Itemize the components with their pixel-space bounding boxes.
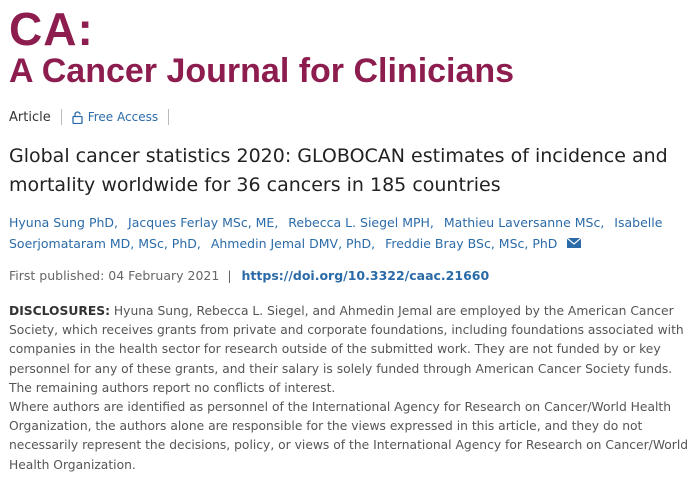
- author-link[interactable]: Ahmedin Jemal DMV, PhD,: [210, 236, 376, 251]
- lock-icon: [72, 110, 83, 124]
- journal-name: A Cancer Journal for Clinicians: [9, 52, 515, 90]
- author-link[interactable]: Hyuna Sung PhD,: [9, 215, 119, 230]
- disclosures-text: Hyuna Sung, Rebecca L. Siegel, and Ahmed…: [9, 304, 684, 395]
- publication-info: First published: 04 February 2021 | http…: [9, 268, 489, 283]
- author-link[interactable]: Rebecca L. Siegel MPH,: [288, 215, 434, 230]
- separator: |: [227, 268, 232, 283]
- disclosures-paragraph: DISCLOSURES: Hyuna Sung, Rebecca L. Sieg…: [9, 302, 697, 398]
- email-icon[interactable]: [567, 237, 582, 248]
- article-type: Article: [9, 109, 51, 125]
- author-link[interactable]: Jacques Ferlay MSc, ME,: [128, 215, 279, 230]
- disclaimer: Where authors are identified as personne…: [9, 400, 689, 472]
- article-title: Global cancer statistics 2020: GLOBOCAN …: [9, 145, 668, 196]
- author-link[interactable]: Freddie Bray BSc, MSc, PhD: [385, 236, 558, 251]
- separator: [168, 109, 170, 125]
- author-list: Hyuna Sung PhD, Jacques Ferlay MSc, ME, …: [9, 212, 694, 254]
- author-link[interactable]: Mathieu Laversanne MSc,: [443, 215, 605, 230]
- separator: [60, 109, 62, 125]
- published-date: 04 February 2021: [108, 268, 220, 283]
- published-label: First published:: [9, 268, 105, 283]
- free-access[interactable]: Free Access: [72, 110, 158, 124]
- disclosures: DISCLOSURES: Hyuna Sung, Rebecca L. Sieg…: [9, 302, 697, 475]
- access-label: Free Access: [87, 110, 159, 124]
- article-meta: Article Free Access: [9, 109, 179, 125]
- doi-link[interactable]: https://doi.org/10.3322/caac.21660: [241, 268, 490, 283]
- disclosures-label: DISCLOSURES:: [9, 304, 110, 318]
- journal-logo: CA:: [9, 3, 94, 55]
- author-link[interactable]: Isabelle Soerjomataram MD, MSc, PhD,: [9, 215, 663, 251]
